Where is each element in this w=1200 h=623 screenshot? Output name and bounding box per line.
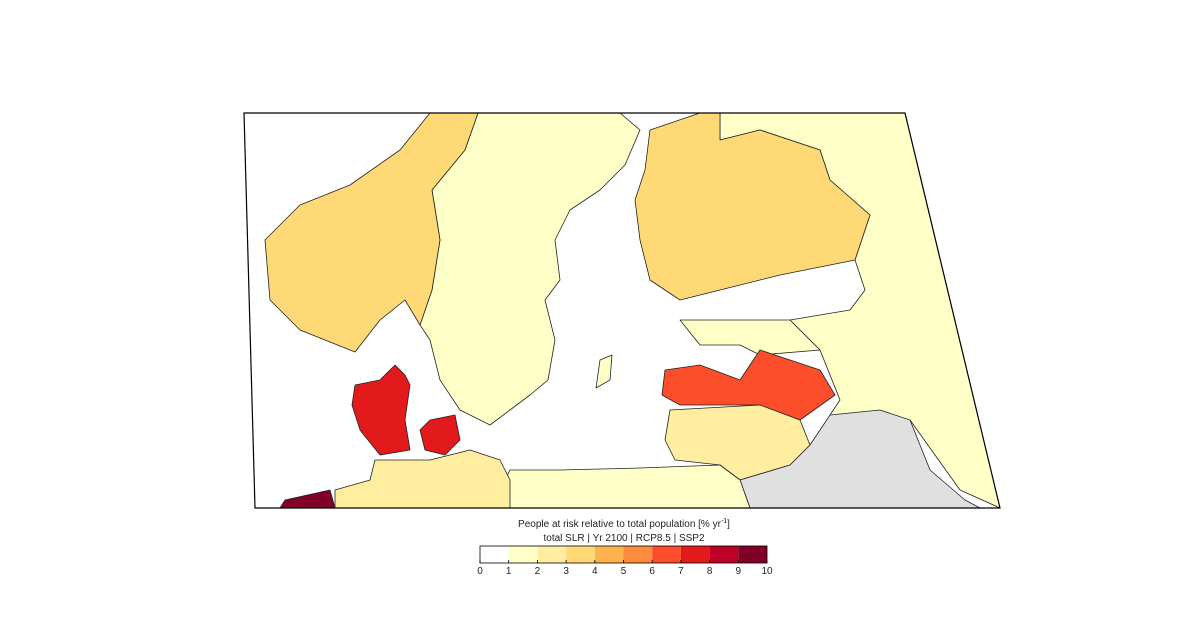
colorbar-tick-label: 0	[477, 566, 483, 577]
colorbar-bin	[652, 546, 681, 563]
denmark-islands	[419, 414, 461, 456]
colorbar-title: People at risk relative to total populat…	[518, 518, 730, 530]
colorbar-tick-label: 8	[707, 566, 713, 577]
latvia	[661, 349, 836, 421]
colorbar-bin	[709, 546, 739, 563]
colorbar-bin	[480, 546, 509, 563]
colorbar-tick-label: 4	[592, 566, 598, 577]
superscript: -1	[721, 518, 727, 525]
norway	[264, 113, 479, 353]
colorbar-bin	[508, 546, 538, 563]
colorbar-bin	[680, 546, 710, 563]
denmark	[351, 364, 411, 456]
netherlands	[279, 489, 336, 508]
colorbar-tick-label: 7	[678, 566, 684, 577]
colorbar-tick-label: 6	[649, 566, 655, 577]
title-part: People at risk relative to total populat…	[518, 519, 722, 530]
colorbar-bin	[623, 546, 653, 563]
colorbar-subtitle: total SLR | Yr 2100 | RCP8.5 | SSP2	[543, 533, 704, 544]
colorbar: People at risk relative to total populat…	[477, 518, 773, 577]
colorbar-tick-label: 10	[761, 566, 773, 577]
germany	[334, 449, 511, 508]
colorbar-tick-label: 5	[621, 566, 627, 577]
poland	[499, 464, 751, 508]
colorbar-bin	[594, 546, 624, 563]
map-frame	[243, 112, 1001, 509]
finland	[634, 113, 871, 301]
colorbar-tick-label: 3	[563, 566, 569, 577]
colorbar-tick-label: 2	[535, 566, 541, 577]
title-part: ]	[727, 519, 730, 530]
colorbar-bin	[738, 546, 767, 563]
countries	[264, 113, 1000, 508]
colorbar-tick-label: 1	[506, 566, 512, 577]
gotland	[595, 354, 613, 389]
colorbar-bin	[566, 546, 595, 563]
colorbar-tick-label: 9	[736, 566, 742, 577]
colorbar-bin	[537, 546, 567, 563]
